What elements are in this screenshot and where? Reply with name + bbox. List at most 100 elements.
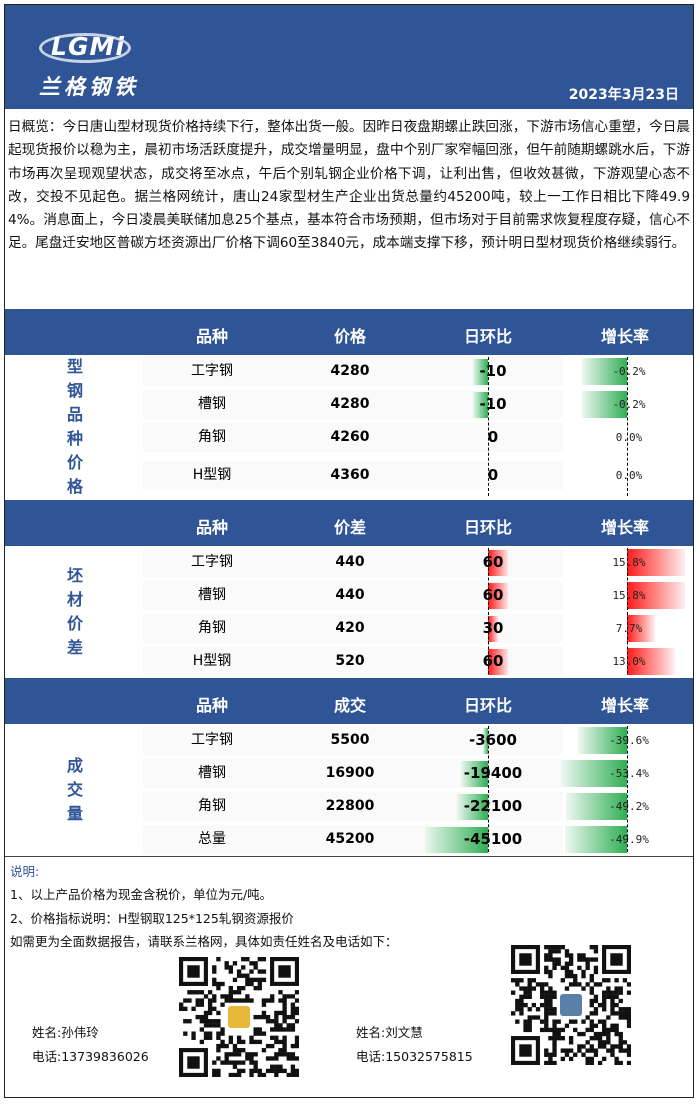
table-row: 槽钢 440 60 15.8% (5, 579, 693, 612)
change-zero-axis (488, 726, 489, 852)
section-label-char: 价 (66, 453, 83, 472)
cell-daily-change: 60 (482, 652, 504, 670)
section-trade-volume: 成交量 工字钢 5500 -3600 -39.6% 槽钢 16900 -19400 -53.4… (5, 724, 693, 856)
col-header-daily-change: 日环比 (463, 327, 513, 346)
cell-value: 520 (335, 653, 365, 669)
qr-code-contact-1[interactable] (179, 957, 299, 1077)
cell-variety: 工字钢 (191, 363, 233, 379)
contact-1-phone: 电话:13739836026 (32, 1049, 149, 1064)
report-header: LGMi 兰格钢铁 2023年3月23日 (5, 5, 693, 109)
table-row: 角钢 420 30 7.7% (5, 612, 693, 645)
col-header-price: 价格 (333, 327, 367, 346)
section-label-char: 量 (66, 804, 83, 823)
cell-growth-rate: -39.6% (609, 734, 649, 747)
cell-growth-rate: 7.7% (615, 622, 643, 635)
cell-daily-change: -19400 (463, 764, 523, 782)
notes-title: 说明: (10, 864, 40, 879)
table-row: 槽钢 16900 -19400 -53.4% (5, 757, 693, 790)
cell-value: 5500 (330, 732, 370, 748)
cell-value: 440 (335, 554, 365, 570)
col-header-variety: 品种 (195, 518, 229, 537)
growth-rate-bar (566, 793, 627, 820)
cell-growth-rate: 0.0% (615, 431, 643, 444)
cell-value: 45200 (325, 831, 375, 847)
cell-value: 22800 (325, 798, 375, 814)
cell-variety: H型钢 (192, 467, 232, 483)
change-zero-axis (488, 548, 489, 674)
qr-pattern (179, 957, 299, 1077)
col-header-spread: 价差 (333, 518, 367, 537)
change-bar (488, 649, 508, 675)
section-label-trade-volume: 成交量 (60, 754, 90, 826)
change-zero-axis (488, 357, 489, 496)
row-background (143, 357, 563, 386)
section-label-billet-spread: 坯材价差 (60, 564, 90, 660)
table-row: 总量 45200 -45100 -49.9% (5, 823, 693, 856)
daily-overview: 日概览：今日唐山型材现货价格持续下行，整体出货一般。因昨日夜盘期螺止跌回涨，下游… (8, 119, 690, 252)
cell-daily-change: -3600 (469, 731, 517, 749)
table-row: 角钢 22800 -22100 -49.2% (5, 790, 693, 823)
section-label-char: 型 (66, 357, 83, 376)
row-background (143, 825, 563, 854)
growth-rate-bar (565, 826, 627, 853)
cell-value: 4360 (330, 467, 370, 483)
cell-variety: 角钢 (198, 429, 226, 445)
report-date: 2023年3月23日 (568, 87, 679, 103)
col-header-volume: 成交 (333, 696, 367, 715)
cell-daily-change: -22100 (463, 797, 523, 815)
table-header-prices: 品种 价格 日环比 增长率 (5, 309, 693, 355)
row-background (143, 792, 563, 821)
rate-zero-axis (627, 548, 628, 674)
section-label-steel-prices: 型钢品种价格 (60, 355, 90, 499)
col-header-variety: 品种 (195, 327, 229, 346)
cell-growth-rate: 0.0% (615, 469, 643, 482)
notes-section: 说明: 1、以上产品价格为现金含税价，单位为元/吨。 2、价格指标说明：H型钢取… (5, 856, 693, 1099)
section-label-char: 钢 (66, 381, 83, 400)
section-label-char: 品 (66, 405, 83, 424)
contact-2-name: 姓名:刘文慧 (356, 1025, 423, 1040)
cell-variety: 总量 (198, 831, 226, 847)
logo-oval (39, 33, 131, 63)
table-header-spread: 品种 价差 日环比 增长率 (5, 500, 693, 546)
cell-growth-rate: 15.8% (612, 556, 646, 569)
change-bar (460, 761, 488, 787)
section-label-char: 种 (66, 429, 83, 448)
growth-rate-bar (561, 760, 627, 787)
cell-daily-change: 0 (487, 428, 499, 446)
col-header-variety: 品种 (195, 696, 229, 715)
section-steel-prices: 型钢品种价格 工字钢 4280 -10 -0.2% 槽钢 4280 -10 -0.2% 角钢 42… (5, 355, 693, 500)
cell-daily-change: 0 (487, 466, 499, 484)
row-background (143, 390, 563, 419)
section-billet-spread: 坯材价差 工字钢 440 60 15.8% 槽钢 440 60 15.8% 角钢 420 30 7.7… (5, 546, 693, 678)
change-bar (457, 794, 488, 820)
qr-code-contact-2[interactable] (511, 945, 631, 1065)
col-header-growth-rate: 增长率 (600, 518, 650, 537)
table-row: H型钢 4360 0 0.0% (5, 459, 693, 492)
col-header-daily-change: 日环比 (463, 696, 513, 715)
change-bar (488, 550, 508, 576)
change-bar (482, 728, 488, 754)
cell-growth-rate: 15.8% (612, 589, 646, 602)
change-bar (488, 583, 508, 609)
cell-value: 4260 (330, 429, 370, 445)
table-row: 工字钢 440 60 15.8% (5, 546, 693, 579)
cell-growth-rate: -49.2% (609, 800, 649, 813)
growth-rate-bar (627, 582, 685, 609)
row-background (143, 759, 563, 788)
change-bar (473, 359, 488, 385)
row-background (143, 726, 563, 755)
table-row: 工字钢 4280 -10 -0.2% (5, 355, 693, 388)
rate-zero-axis (627, 726, 628, 852)
rate-zero-axis (627, 357, 628, 496)
section-label-char: 成 (66, 756, 83, 775)
cell-growth-rate: -49.9% (609, 833, 649, 846)
row-background (143, 461, 563, 490)
growth-rate-bar (627, 549, 685, 576)
cell-value: 440 (335, 587, 365, 603)
cell-variety: 槽钢 (198, 587, 226, 603)
section-label-char: 格 (66, 477, 83, 496)
report-frame (4, 4, 694, 1098)
table-row: 角钢 4260 0 0.0% (5, 421, 693, 454)
cell-value: 16900 (325, 765, 375, 781)
cell-growth-rate: -0.2% (612, 365, 646, 378)
